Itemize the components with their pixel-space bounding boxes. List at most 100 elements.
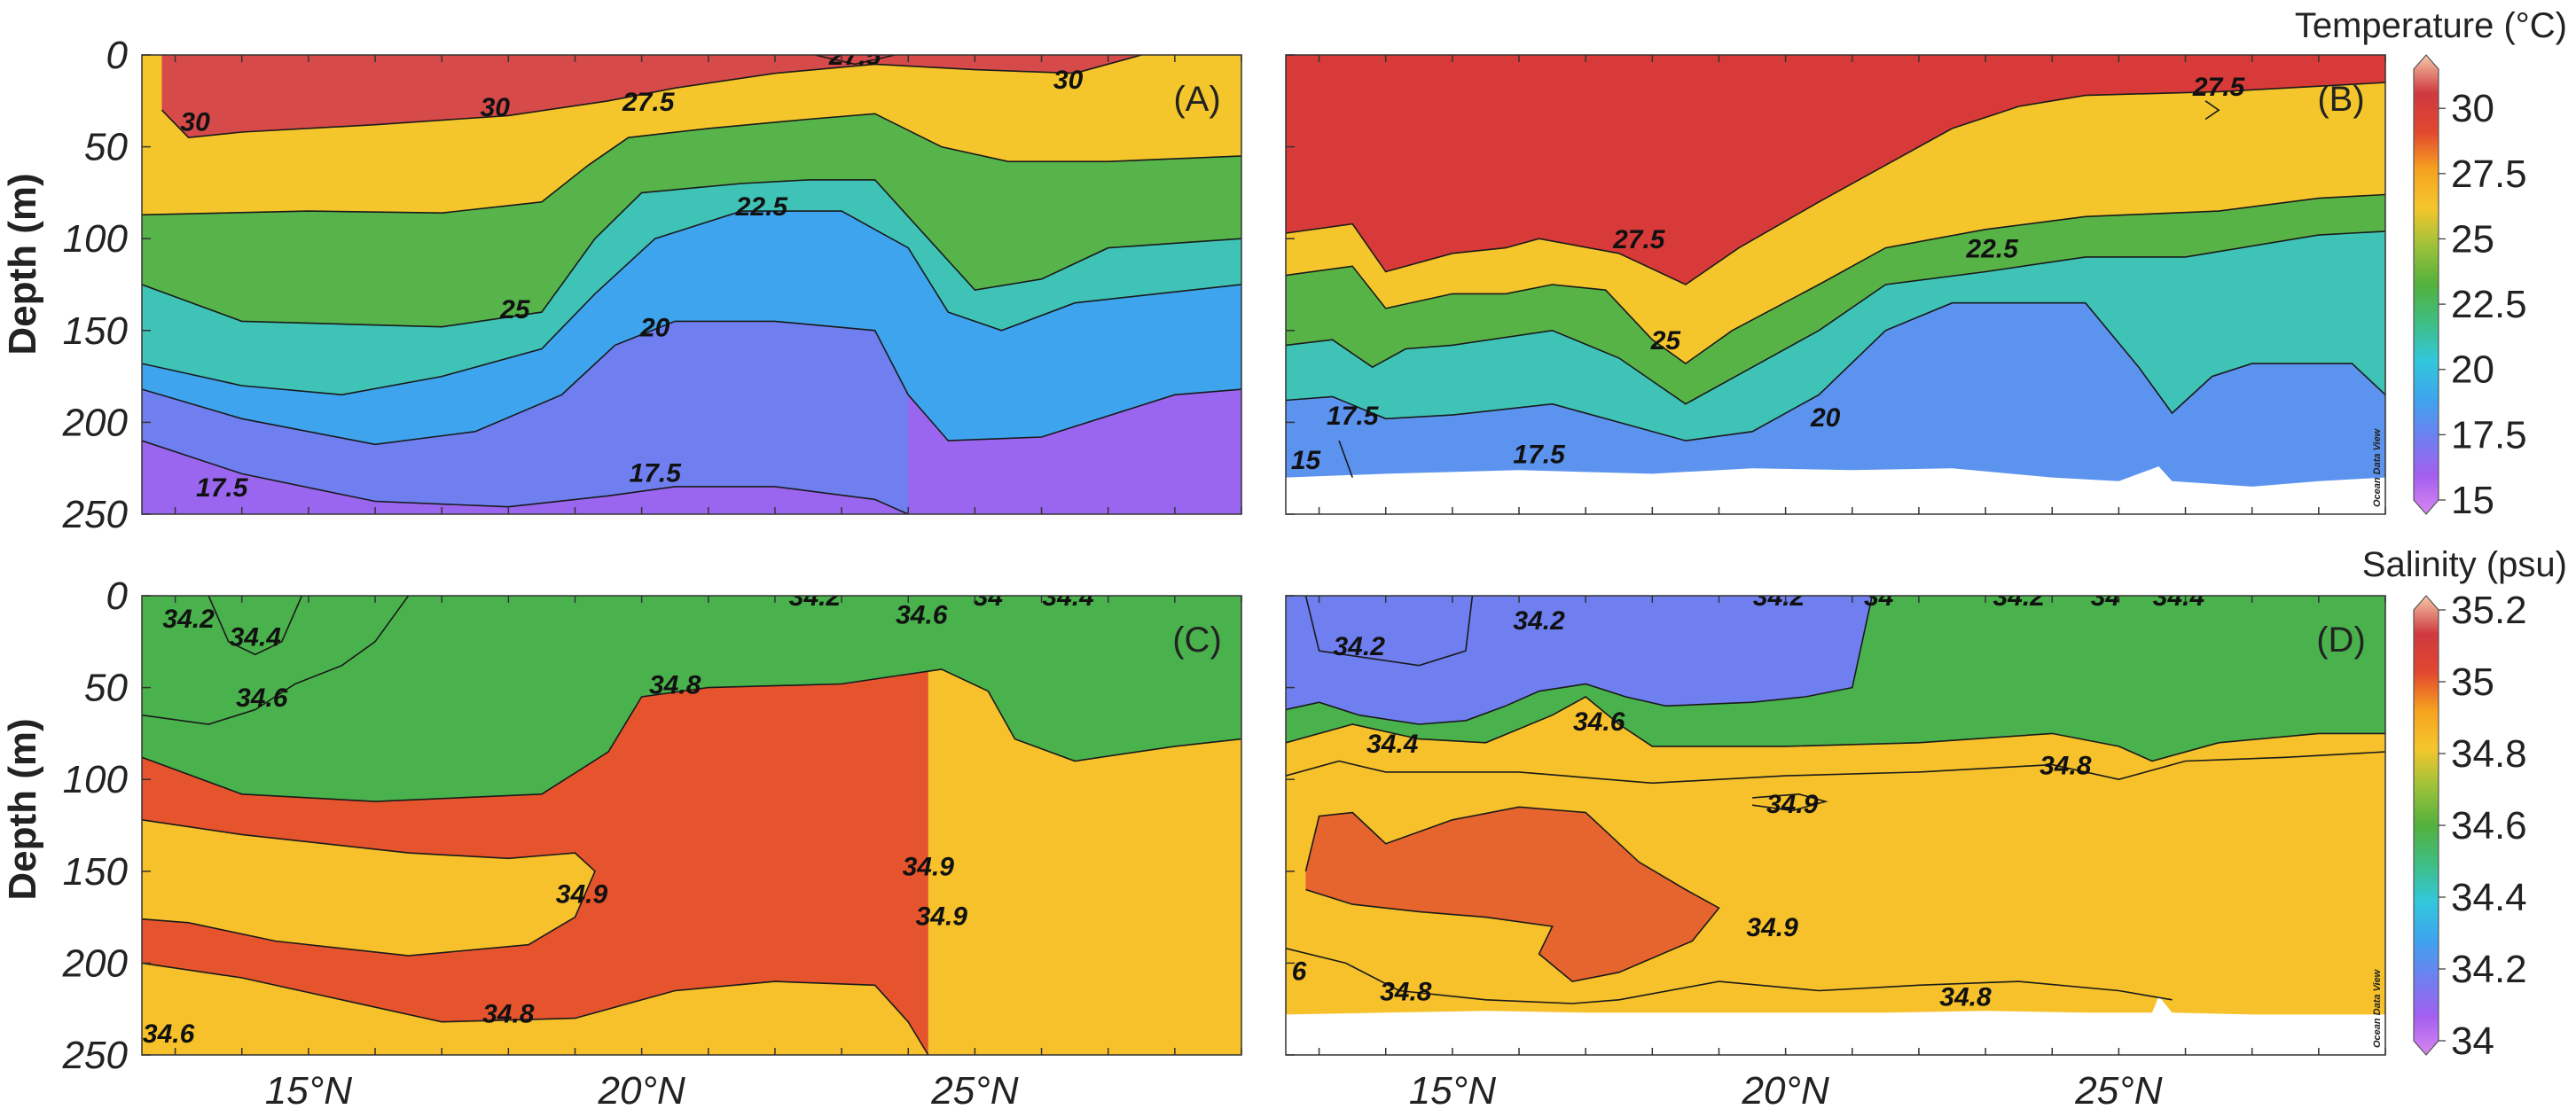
contour-label: 34.9 xyxy=(903,853,955,882)
colorbar-tick-label: 20 xyxy=(2451,348,2494,392)
contour-line-34-8 xyxy=(142,962,929,1055)
x-tick-label: 15°N xyxy=(1409,1069,1497,1113)
contour-line-27-5 xyxy=(142,113,1241,216)
colorbar-tick-label: 25 xyxy=(2451,217,2494,261)
colorbar-tick-label: 34 xyxy=(2451,1019,2494,1063)
contour-label: 34 xyxy=(1864,582,1894,612)
field-band xyxy=(1305,596,1719,982)
panel-frame xyxy=(1285,54,2386,515)
colorbar-tick-label: 35.2 xyxy=(2451,589,2527,632)
panel-label: (A) xyxy=(1173,80,1220,119)
contour-label: 17.5 xyxy=(1513,441,1566,470)
contour-label: 34.2 xyxy=(1753,582,1805,612)
panel-frame xyxy=(1285,595,2386,1056)
y-tick-label: 100 xyxy=(63,758,129,801)
contour-label: 25 xyxy=(1650,326,1682,355)
contour-label: 34.8 xyxy=(482,999,535,1028)
field-band-surface xyxy=(1286,55,2385,285)
contour-label: 27.5 xyxy=(622,88,676,117)
contour-label: 34.4 xyxy=(1366,730,1419,759)
contour-label: 15 xyxy=(1291,446,1322,475)
contour-label: 34.6 xyxy=(1573,707,1625,737)
contour-line-27-5 xyxy=(1286,82,2385,285)
contour-label: 34 xyxy=(974,582,1004,612)
salinity-colorbar-title: Salinity (psu) xyxy=(2362,545,2567,584)
missing-data-region xyxy=(1286,466,2385,514)
contour-label: 22.5 xyxy=(735,192,789,222)
y-tick-label: 150 xyxy=(63,850,129,894)
contour-label: 34.8 xyxy=(1380,978,1432,1007)
colorbar-tick-label: 34.8 xyxy=(2451,732,2527,776)
temperature-colorbar: 30 27.5 25 22.5 20 17.5 15 xyxy=(2413,54,2527,522)
panel-frame xyxy=(141,54,1242,515)
contour-line-20 xyxy=(142,320,1241,446)
colorbar-tick-label: 22.5 xyxy=(2451,283,2527,326)
colorbar-tick-label: 17.5 xyxy=(2451,413,2527,457)
contour-label: 34.2 xyxy=(1513,606,1565,636)
contour-label: 34.9 xyxy=(1746,913,1798,942)
colorbar-body xyxy=(2413,595,2439,1056)
y-tick-label: 250 xyxy=(62,493,129,536)
contour-line-34-8 xyxy=(1286,948,2173,1004)
ocean-data-view-watermark: Ocean Data View xyxy=(2372,427,2383,507)
contour-line-30 xyxy=(161,55,1142,139)
contour-label: 34.6 xyxy=(896,601,948,630)
x-tick-label: 25°N xyxy=(930,1069,1019,1113)
contour-label: 22.5 xyxy=(1965,235,2019,264)
y-tick-label: 150 xyxy=(63,309,129,353)
contour-label: 34.2 xyxy=(1334,632,1386,661)
y-tick-label: 50 xyxy=(84,126,128,169)
colorbar-tick-label: 34.6 xyxy=(2451,804,2527,848)
colorbar-tick-label: 34.2 xyxy=(2451,948,2527,991)
salinity-colorbar: 35.2 35 34.8 34.6 34.4 34.2 34 xyxy=(2413,589,2527,1063)
contour-label: 27.5 xyxy=(2192,73,2246,102)
colorbar-tick-label: 15 xyxy=(2451,479,2494,522)
x-tick-label: 20°N xyxy=(1741,1069,1829,1113)
contour-label: 34.9 xyxy=(556,880,608,910)
temperature-colorbar-title: Temperature (°C) xyxy=(2295,6,2567,45)
contour-label: 34.6 xyxy=(236,683,288,713)
contour-line-34-9 xyxy=(1751,793,1828,812)
contour-line-17-5 xyxy=(142,440,909,514)
panel-c: 34.2 34.4 34.6 34.8 34.2 34.6 34 34.4 34.9 34.9 34… xyxy=(141,582,1242,1056)
y-tick-label: 0 xyxy=(106,574,129,618)
panel-a: 30 30 30 27.5 27.5 22.5 25 20 17.5 17.5 (A) xyxy=(141,42,1242,515)
field-band-surface xyxy=(1286,596,1873,724)
axes: 0 50 100 150 200 250 0 50 100 150 200 250 15°N 20°N 25… xyxy=(62,34,2163,1113)
field-band xyxy=(142,596,595,957)
contour-label: 27.5 xyxy=(828,42,882,71)
y-axis-label-bottom: Depth (m) xyxy=(1,718,44,900)
contour-line-34-8 xyxy=(1286,751,2385,785)
panel-content: 34.2 34.2 34.2 34 34.2 34 34.4 34.4 34.6 34.8 34.9… xyxy=(1286,582,2385,1055)
panel-d: 34.2 34.2 34.2 34 34.2 34 34.4 34.4 34.6 34.8 34.9… xyxy=(1285,582,2386,1056)
contour-label: 6 xyxy=(1292,957,1307,987)
colorbar-tick-label: 35 xyxy=(2451,660,2494,704)
contour-line-34-4 xyxy=(1286,596,1874,725)
contour-label: 34.8 xyxy=(2040,752,2092,781)
contour-label: 34 xyxy=(2091,582,2121,612)
contour-label: 34.4 xyxy=(1042,582,1094,612)
field-band-surface xyxy=(161,55,1142,138)
contour-label: 34.4 xyxy=(230,623,282,652)
panel-content: 34.2 34.4 34.6 34.8 34.2 34.6 34 34.4 34.9 34.9 34… xyxy=(142,582,1241,1055)
contour-label: 30 xyxy=(481,93,511,122)
contour-line-17-5 xyxy=(1338,440,1353,478)
ocean-data-view-watermark: Ocean Data View xyxy=(2372,968,2383,1048)
contour-line-20 xyxy=(1286,301,2385,441)
y-tick-label: 200 xyxy=(62,401,129,444)
contour-label: 30 xyxy=(180,108,210,137)
missing-data-region xyxy=(1286,996,2385,1055)
contour-label: 34.8 xyxy=(649,671,701,700)
y-axis-label-top: Depth (m) xyxy=(1,173,44,355)
colorbar-body xyxy=(2413,54,2439,515)
colorbar-tick-label: 30 xyxy=(2451,87,2494,130)
contour-label: 20 xyxy=(639,314,670,343)
panel-label: (B) xyxy=(2317,80,2364,119)
contour-label: 17.5 xyxy=(1327,402,1380,431)
y-tick-label: 200 xyxy=(62,941,129,985)
contour-line-34-6 xyxy=(142,596,410,725)
contour-line-25 xyxy=(142,179,1241,328)
contour-line-34-8 xyxy=(142,668,1241,802)
